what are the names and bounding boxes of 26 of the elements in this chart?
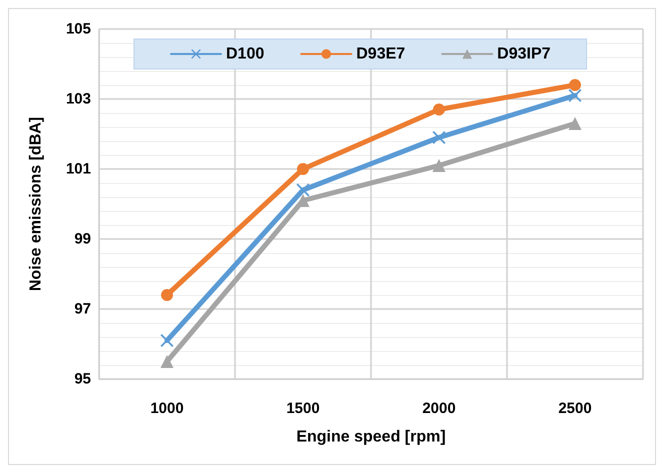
x-tick-label: 2500 <box>558 400 592 417</box>
point <box>569 79 581 91</box>
point <box>433 104 445 116</box>
point <box>160 334 174 347</box>
x-tick-label: 1000 <box>150 400 184 417</box>
point <box>161 289 173 301</box>
x-tick-label: 1500 <box>286 400 320 417</box>
y-tick-label: 97 <box>74 300 91 318</box>
y-tick-label: 105 <box>66 20 91 38</box>
point <box>160 355 174 368</box>
legend-label: D100 <box>226 46 264 62</box>
y-tick-label: 103 <box>66 90 91 108</box>
y-tick-label: 95 <box>74 370 91 388</box>
legend-label: D93E7 <box>356 46 406 62</box>
point <box>568 117 582 130</box>
point <box>432 159 446 172</box>
y-tick-label: 101 <box>66 160 91 178</box>
x-tick-label: 2000 <box>422 400 456 417</box>
point <box>297 163 309 175</box>
point <box>296 184 310 196</box>
x-axis-title: Engine speed [rpm] <box>296 428 446 446</box>
y-axis-title: Noise emissions [dBA] <box>28 116 44 292</box>
legend-label: D93IP7 <box>497 46 551 62</box>
point <box>568 89 582 102</box>
y-tick-label: 99 <box>74 230 91 248</box>
point <box>432 131 446 144</box>
